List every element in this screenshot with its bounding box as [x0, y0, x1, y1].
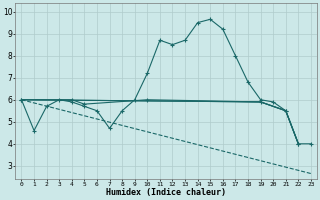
X-axis label: Humidex (Indice chaleur): Humidex (Indice chaleur) — [106, 188, 226, 197]
